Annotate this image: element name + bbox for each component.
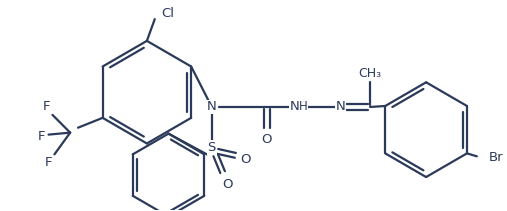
Text: CH₃: CH₃ <box>358 67 382 80</box>
Text: O: O <box>222 179 233 191</box>
Text: O: O <box>262 133 272 146</box>
Text: Cl: Cl <box>162 7 174 20</box>
Text: O: O <box>240 153 250 166</box>
Text: N: N <box>336 100 345 114</box>
Text: N: N <box>289 100 299 114</box>
Text: F: F <box>38 130 46 143</box>
Text: H: H <box>299 100 308 114</box>
Text: N: N <box>207 100 216 114</box>
Text: S: S <box>207 141 216 154</box>
Text: Br: Br <box>489 151 503 164</box>
Text: F: F <box>45 156 52 169</box>
Text: F: F <box>43 100 50 114</box>
